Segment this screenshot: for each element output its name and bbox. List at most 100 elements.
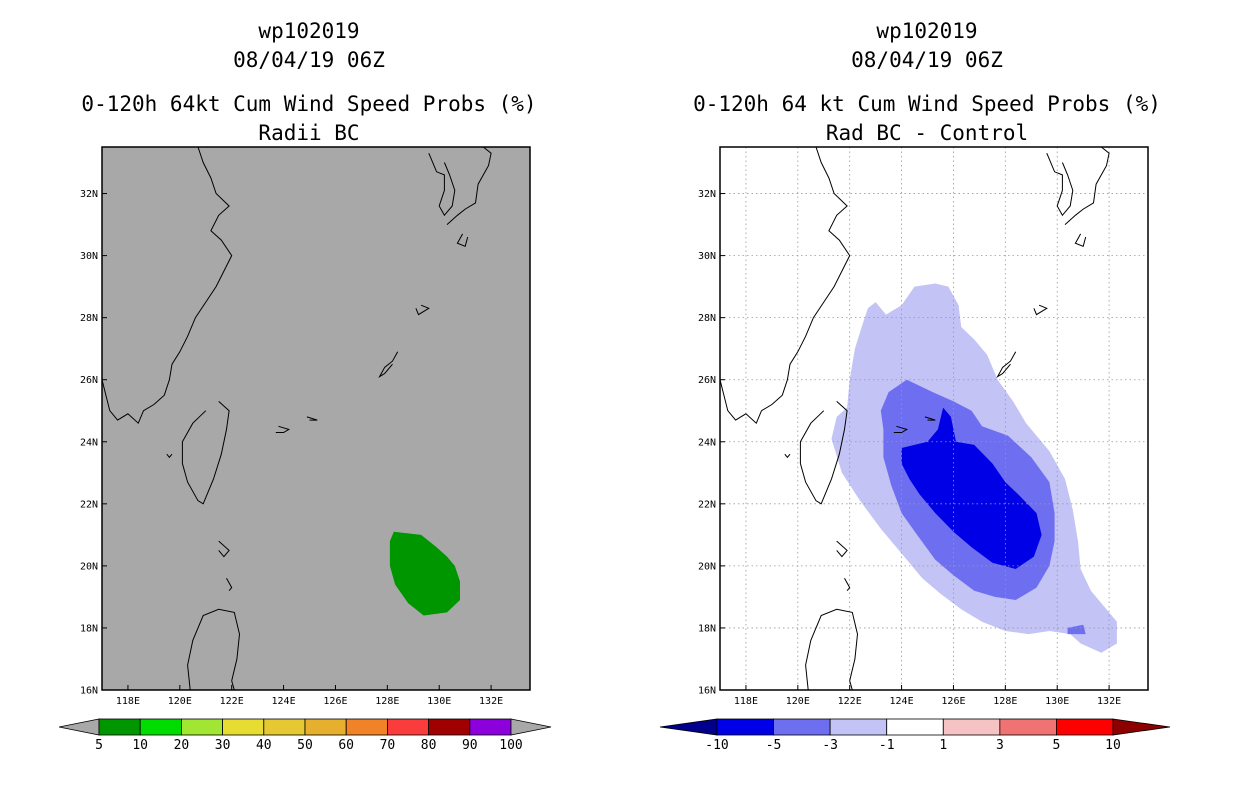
x-tick-label: 132E <box>1097 696 1121 707</box>
coastline <box>187 608 241 690</box>
left-panel: wp102019 08/04/19 06Z 0-120h 64kt Cum Wi… <box>58 19 552 753</box>
x-tick-label: 118E <box>116 696 140 707</box>
colorbar-swatch <box>304 718 347 736</box>
right-title-storm: wp102019 <box>876 19 977 43</box>
colorbar-label: 5 <box>1053 738 1061 753</box>
colorbar-swatch <box>263 718 306 736</box>
left-title-product: 0-120h 64kt Cum Wind Speed Probs (%) <box>81 92 536 116</box>
coastline <box>720 147 851 425</box>
colorbar-swatch <box>428 718 471 736</box>
colorbar-swatch <box>773 718 831 736</box>
y-tick-label: 30N <box>698 251 716 262</box>
coastline <box>996 351 1017 378</box>
colorbar-label: 1 <box>939 738 947 753</box>
left-title-subtitle: Radii BC <box>258 121 359 145</box>
x-tick-label: 132E <box>479 696 503 707</box>
contour--10to-5 <box>901 407 1042 569</box>
x-tick-label: 124E <box>890 696 914 707</box>
map-frame <box>719 146 1149 691</box>
left-map: 118E 120E 122E 124E 126E 128E 130E 132E 16N 18N 20… <box>80 146 531 707</box>
y-tick-label: 16N <box>80 686 98 697</box>
colorbar-swatch <box>829 718 888 736</box>
y-tick-label: 24N <box>698 437 716 448</box>
coastline <box>226 578 233 592</box>
x-tick-label: 120E <box>168 696 192 707</box>
map-content <box>720 147 1148 690</box>
coastline <box>836 540 848 558</box>
y-tick-label: 24N <box>80 437 98 448</box>
x-tick-label: 130E <box>427 696 451 707</box>
colorbar-label: 3 <box>996 738 1004 753</box>
coastline <box>784 453 791 459</box>
colorbar-label: 70 <box>380 738 396 753</box>
x-tick-label: 128E <box>993 696 1017 707</box>
coastline <box>218 540 230 558</box>
left-title-date: 08/04/19 06Z <box>233 48 385 72</box>
y-tick-label: 22N <box>80 499 98 510</box>
colorbar-swatch <box>716 718 774 736</box>
colorbar-arrow-left <box>659 718 718 736</box>
y-tick-label: 30N <box>80 251 98 262</box>
y-tick-label: 18N <box>698 623 716 634</box>
left-colorbar: 5 10 20 30 40 50 60 70 80 90 100 <box>58 718 552 753</box>
y-tick-label: 28N <box>698 313 716 324</box>
right-title-date: 08/04/19 06Z <box>851 48 1003 72</box>
colorbar-arrow-right <box>1112 718 1171 736</box>
colorbar-swatch <box>386 718 429 736</box>
coastline <box>415 304 430 316</box>
coastline <box>1074 233 1087 247</box>
x-tick-label: 120E <box>786 696 810 707</box>
coastline <box>456 233 469 247</box>
right-map: 118E 120E 122E 124E 126E 128E 130E 132E 16N 18N 20… <box>698 146 1149 707</box>
coastline <box>805 608 859 690</box>
coastline <box>275 425 291 433</box>
colorbar-label: 40 <box>256 738 272 753</box>
colorbar-label: 5 <box>95 738 103 753</box>
x-tick-label: 118E <box>734 696 758 707</box>
map-frame <box>101 146 531 691</box>
colorbar-label: 90 <box>462 738 478 753</box>
x-tick-label: 124E <box>272 696 296 707</box>
y-tick-label: 16N <box>698 686 716 697</box>
coastline <box>893 425 909 433</box>
coastline <box>181 401 230 505</box>
y-tick-label: 32N <box>80 189 98 200</box>
y-tick-label: 18N <box>80 623 98 634</box>
x-tick-label: 126E <box>323 696 347 707</box>
colorbar-label: 20 <box>174 738 190 753</box>
colorbar-label: 10 <box>1105 738 1121 753</box>
colorbar-swatch <box>222 718 265 736</box>
colorbar-label: -3 <box>822 738 838 753</box>
coastline <box>378 351 399 378</box>
colorbar-label: 60 <box>338 738 354 753</box>
left-title-storm: wp102019 <box>258 19 359 43</box>
colorbar-swatch <box>98 718 141 736</box>
colorbar-label: 30 <box>215 738 231 753</box>
coastline <box>1064 147 1110 225</box>
map-content <box>102 147 492 690</box>
y-tick-label: 32N <box>698 189 716 200</box>
coastline <box>844 578 851 592</box>
coastline <box>102 147 233 425</box>
right-colorbar: -10 -5 -3 -1 1 3 5 10 <box>659 718 1171 753</box>
colorbar-label: -10 <box>705 738 728 753</box>
colorbar-label: 50 <box>297 738 313 753</box>
coastline <box>924 416 936 421</box>
y-tick-label: 28N <box>80 313 98 324</box>
x-tick-label: 128E <box>375 696 399 707</box>
colorbar-label: -5 <box>766 738 782 753</box>
colorbar-swatch <box>139 718 182 736</box>
contour-5-10 <box>389 531 460 616</box>
right-title-product: 0-120h 64 kt Cum Wind Speed Probs (%) <box>693 92 1161 116</box>
colorbar-swatch <box>469 718 512 736</box>
colorbar-swatch <box>886 718 944 736</box>
colorbar-swatch <box>345 718 388 736</box>
coastline <box>166 453 173 459</box>
x-tick-label: 126E <box>941 696 965 707</box>
y-tick-label: 22N <box>698 499 716 510</box>
colorbar-swatch <box>1056 718 1114 736</box>
y-tick-label: 20N <box>698 561 716 572</box>
x-tick-label: 130E <box>1045 696 1069 707</box>
coastline <box>1033 304 1048 316</box>
colorbar-label: 80 <box>421 738 437 753</box>
